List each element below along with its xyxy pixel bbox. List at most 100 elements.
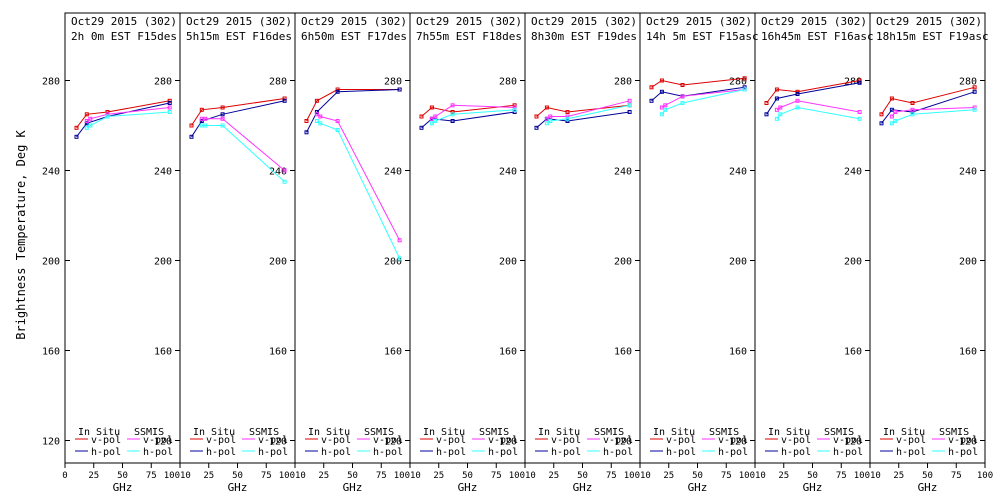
legend-in-situ: In Situ bbox=[423, 427, 465, 438]
data-point-insitu_v bbox=[105, 110, 110, 114]
x-tick-label: 75 bbox=[836, 471, 847, 481]
data-point-ssmis_v bbox=[512, 105, 517, 110]
data-point-insitu_h bbox=[565, 119, 570, 123]
x-tick-label: 10 bbox=[525, 471, 536, 481]
data-point-ssmis_v bbox=[84, 119, 89, 123]
series-line-insitu_h bbox=[651, 86, 745, 102]
series-line-insitu_v bbox=[881, 86, 975, 115]
y-tick-label: 120 bbox=[384, 437, 402, 448]
legend-label-ssmis_h: h-pol bbox=[373, 447, 403, 458]
data-point-ssmis_v bbox=[774, 107, 779, 112]
y-tick-label: 160 bbox=[614, 347, 632, 358]
x-tick-label: 10 bbox=[180, 471, 191, 481]
data-point-ssmis_h bbox=[893, 119, 898, 123]
x-tick-label: 10 bbox=[295, 471, 306, 481]
x-tick-label: 100 bbox=[739, 471, 755, 481]
y-tick-label: 160 bbox=[844, 347, 862, 358]
legend-ssmis: SSMIS bbox=[479, 427, 509, 438]
y-tick-label: 120 bbox=[959, 437, 977, 448]
data-point-insitu_v bbox=[544, 105, 549, 110]
data-point-insitu_h bbox=[84, 121, 89, 126]
series-line-insitu_v bbox=[76, 100, 170, 129]
data-point-insitu_v bbox=[764, 101, 769, 105]
legend-label-ssmis_h: h-pol bbox=[603, 447, 633, 458]
data-point-ssmis_v bbox=[795, 98, 800, 103]
y-tick-label: 280 bbox=[154, 77, 172, 88]
y-tick-label: 120 bbox=[154, 437, 172, 448]
data-point-ssmis_h bbox=[972, 107, 977, 112]
data-point-ssmis_v bbox=[778, 105, 783, 110]
data-point-insitu_h bbox=[910, 110, 915, 114]
data-point-insitu_v bbox=[84, 112, 89, 117]
x-tick-label: 10 bbox=[755, 471, 766, 481]
series-line-insitu_h bbox=[421, 111, 515, 129]
legend-label-insitu_h: h-pol bbox=[91, 447, 121, 458]
data-point-ssmis_v bbox=[335, 119, 340, 123]
data-point-insitu_v bbox=[680, 83, 685, 87]
legend-label-insitu_h: h-pol bbox=[321, 447, 351, 458]
legend-in-situ: In Situ bbox=[193, 427, 235, 438]
data-point-ssmis_v bbox=[88, 116, 93, 121]
data-point-ssmis_h bbox=[663, 107, 668, 112]
legend-label-insitu_v: v-pol bbox=[896, 435, 926, 446]
x-tick-label: 75 bbox=[261, 471, 272, 481]
series-line-insitu_h bbox=[76, 102, 170, 138]
legend-in-situ: In Situ bbox=[78, 427, 120, 438]
data-point-ssmis_h bbox=[88, 123, 93, 128]
y-tick-label-left: 280 bbox=[42, 77, 60, 88]
x-tick-label: 25 bbox=[778, 471, 789, 481]
legend-label-ssmis_v: v-pol bbox=[373, 435, 403, 446]
data-point-ssmis_v bbox=[972, 105, 977, 110]
x-tick-label: 50 bbox=[807, 471, 818, 481]
panel-title-time: 7h55m EST F18des bbox=[416, 30, 522, 43]
data-point-insitu_h bbox=[764, 112, 769, 117]
data-point-insitu_h bbox=[314, 110, 319, 114]
x-tick-label: 25 bbox=[203, 471, 214, 481]
legend-label-insitu_v: v-pol bbox=[781, 435, 811, 446]
series-line-insitu_v bbox=[766, 80, 860, 104]
legend-label-insitu_v: v-pol bbox=[206, 435, 236, 446]
data-point-insitu_v bbox=[450, 110, 455, 114]
legend-in-situ: In Situ bbox=[883, 427, 925, 438]
data-point-insitu_h bbox=[397, 87, 402, 92]
data-point-ssmis_h bbox=[512, 107, 517, 112]
data-point-ssmis_v bbox=[544, 116, 549, 121]
data-point-insitu_v bbox=[282, 96, 287, 101]
panel-title-date: Oct29 2015 (302) bbox=[416, 15, 522, 28]
data-point-ssmis_h bbox=[627, 103, 632, 108]
series-line-insitu_v bbox=[421, 104, 515, 117]
data-point-ssmis_h bbox=[105, 114, 110, 119]
x-tick-label: 25 bbox=[893, 471, 904, 481]
y-tick-label: 240 bbox=[154, 167, 172, 178]
data-point-insitu_v bbox=[565, 110, 570, 114]
data-point-insitu_v bbox=[534, 114, 539, 119]
data-point-ssmis_h bbox=[548, 119, 553, 123]
x-tick-label: 50 bbox=[692, 471, 703, 481]
panel-3: Oct29 2015 (302) 6h50m EST F17des 120 160 20… bbox=[294, 12, 411, 494]
legend-ssmis: SSMIS bbox=[824, 427, 854, 438]
data-point-insitu_h bbox=[649, 98, 654, 103]
panel-title-time: 16h45m EST F16asc bbox=[761, 30, 874, 43]
series-line-insitu_v bbox=[306, 89, 400, 122]
y-axis-label: Brightness Temperature, Deg K bbox=[14, 129, 28, 339]
panel-4: Oct29 2015 (302) 7h55m EST F18des 120 160 20… bbox=[409, 12, 526, 494]
x-tick-label: 25 bbox=[433, 471, 444, 481]
data-point-insitu_v bbox=[795, 89, 800, 94]
y-tick-label: 200 bbox=[729, 257, 747, 268]
data-point-insitu_v bbox=[512, 103, 517, 108]
data-point-ssmis_h bbox=[857, 116, 862, 121]
x-tick-label: 100 bbox=[624, 471, 640, 481]
x-axis-label: GHz bbox=[573, 481, 593, 494]
series-line-insitu_v bbox=[651, 77, 745, 88]
panel-5: Oct29 2015 (302) 8h30m EST F19des 120 160 20… bbox=[524, 12, 641, 494]
x-axis-label: GHz bbox=[228, 481, 248, 494]
data-point-insitu_h bbox=[659, 89, 664, 94]
data-point-ssmis_h bbox=[742, 87, 747, 92]
y-tick-label: 160 bbox=[959, 347, 977, 358]
data-point-insitu_v bbox=[335, 87, 340, 92]
y-tick-label: 280 bbox=[959, 77, 977, 88]
x-tick-label: 75 bbox=[951, 471, 962, 481]
